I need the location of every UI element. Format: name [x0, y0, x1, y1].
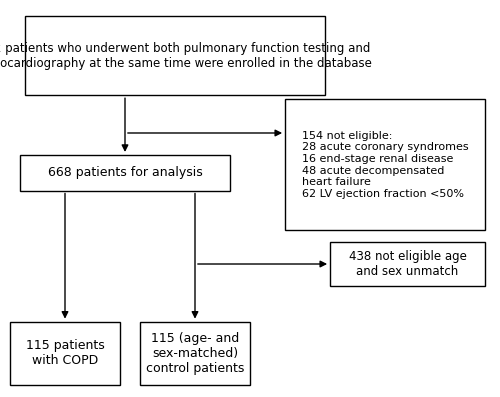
- FancyBboxPatch shape: [20, 155, 230, 191]
- FancyBboxPatch shape: [330, 242, 485, 286]
- Text: 115 patients
with COPD: 115 patients with COPD: [26, 339, 104, 367]
- Text: 668 patients for analysis: 668 patients for analysis: [48, 166, 203, 179]
- Text: 822 patients who underwent both pulmonary function testing and
echocardiography : 822 patients who underwent both pulmonar…: [0, 42, 372, 69]
- Text: 154 not eligible:
28 acute coronary syndromes
16 end-stage renal disease
48 acut: 154 not eligible: 28 acute coronary synd…: [302, 131, 468, 199]
- FancyBboxPatch shape: [10, 322, 120, 385]
- FancyBboxPatch shape: [25, 16, 325, 95]
- FancyBboxPatch shape: [140, 322, 250, 385]
- Text: 438 not eligible age
and sex unmatch: 438 not eligible age and sex unmatch: [348, 250, 467, 278]
- FancyBboxPatch shape: [285, 99, 485, 230]
- Text: 115 (age- and
sex-matched)
control patients: 115 (age- and sex-matched) control patie…: [146, 332, 244, 375]
